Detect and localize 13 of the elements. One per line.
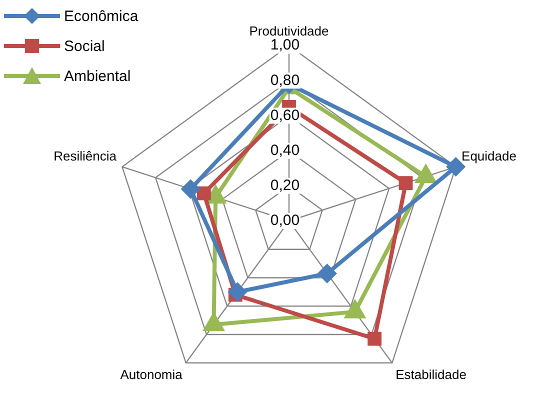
legend-label: Ambiental <box>64 68 131 84</box>
spoke-label: Produtividade <box>249 23 329 38</box>
y-tick-label: 0,00 <box>270 212 300 230</box>
legend-label: Social <box>64 38 105 54</box>
y-tick-label: 1,00 <box>270 36 300 54</box>
spoke-label: Estabilidade <box>396 367 466 382</box>
spoke-label: Equidade <box>462 148 516 164</box>
y-tick-label: 0,40 <box>270 142 300 159</box>
spoke-label: Resiliência <box>54 148 118 164</box>
y-tick-label: 0,20 <box>270 177 300 194</box>
legend-label: Econômica <box>64 8 138 24</box>
spoke-label: Autonomia <box>120 367 184 382</box>
y-tick-label: 0,60 <box>270 106 300 124</box>
